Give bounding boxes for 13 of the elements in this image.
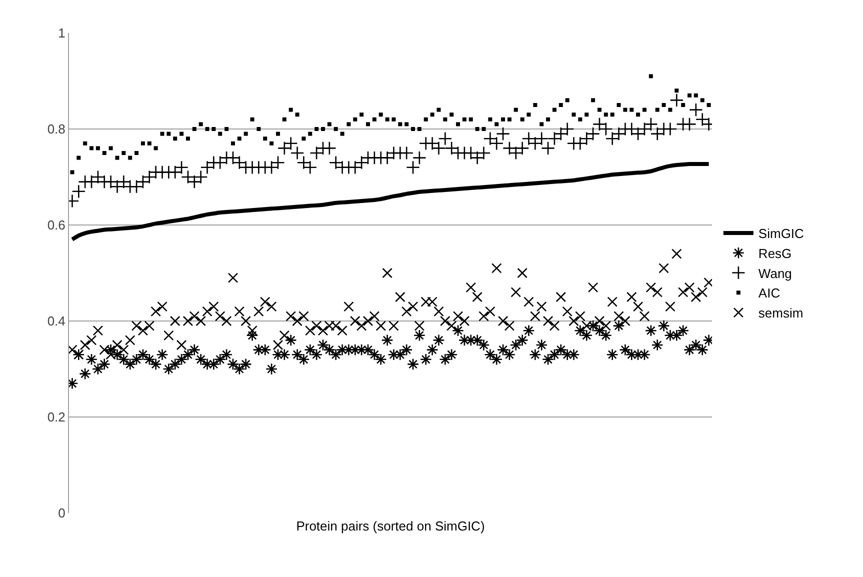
y-tick-label: 0.2 [47,410,66,425]
y-tick-label: 0.4 [47,314,66,329]
legend-label: AIC [758,286,780,301]
legend-label: semsim [758,306,804,321]
y-tick-label: 0 [58,506,66,521]
legend-label: SimGIC [758,226,804,242]
x-axis-title: Protein pairs (sorted on SimGIC) [296,518,485,534]
legend-label: Wang [758,266,792,281]
y-tick-label: 0.8 [47,122,66,137]
legend-label: ResG [758,246,792,261]
line-series [70,162,711,242]
y-tick-label: 1 [58,26,66,41]
y-tick-label: 0.6 [47,218,66,233]
